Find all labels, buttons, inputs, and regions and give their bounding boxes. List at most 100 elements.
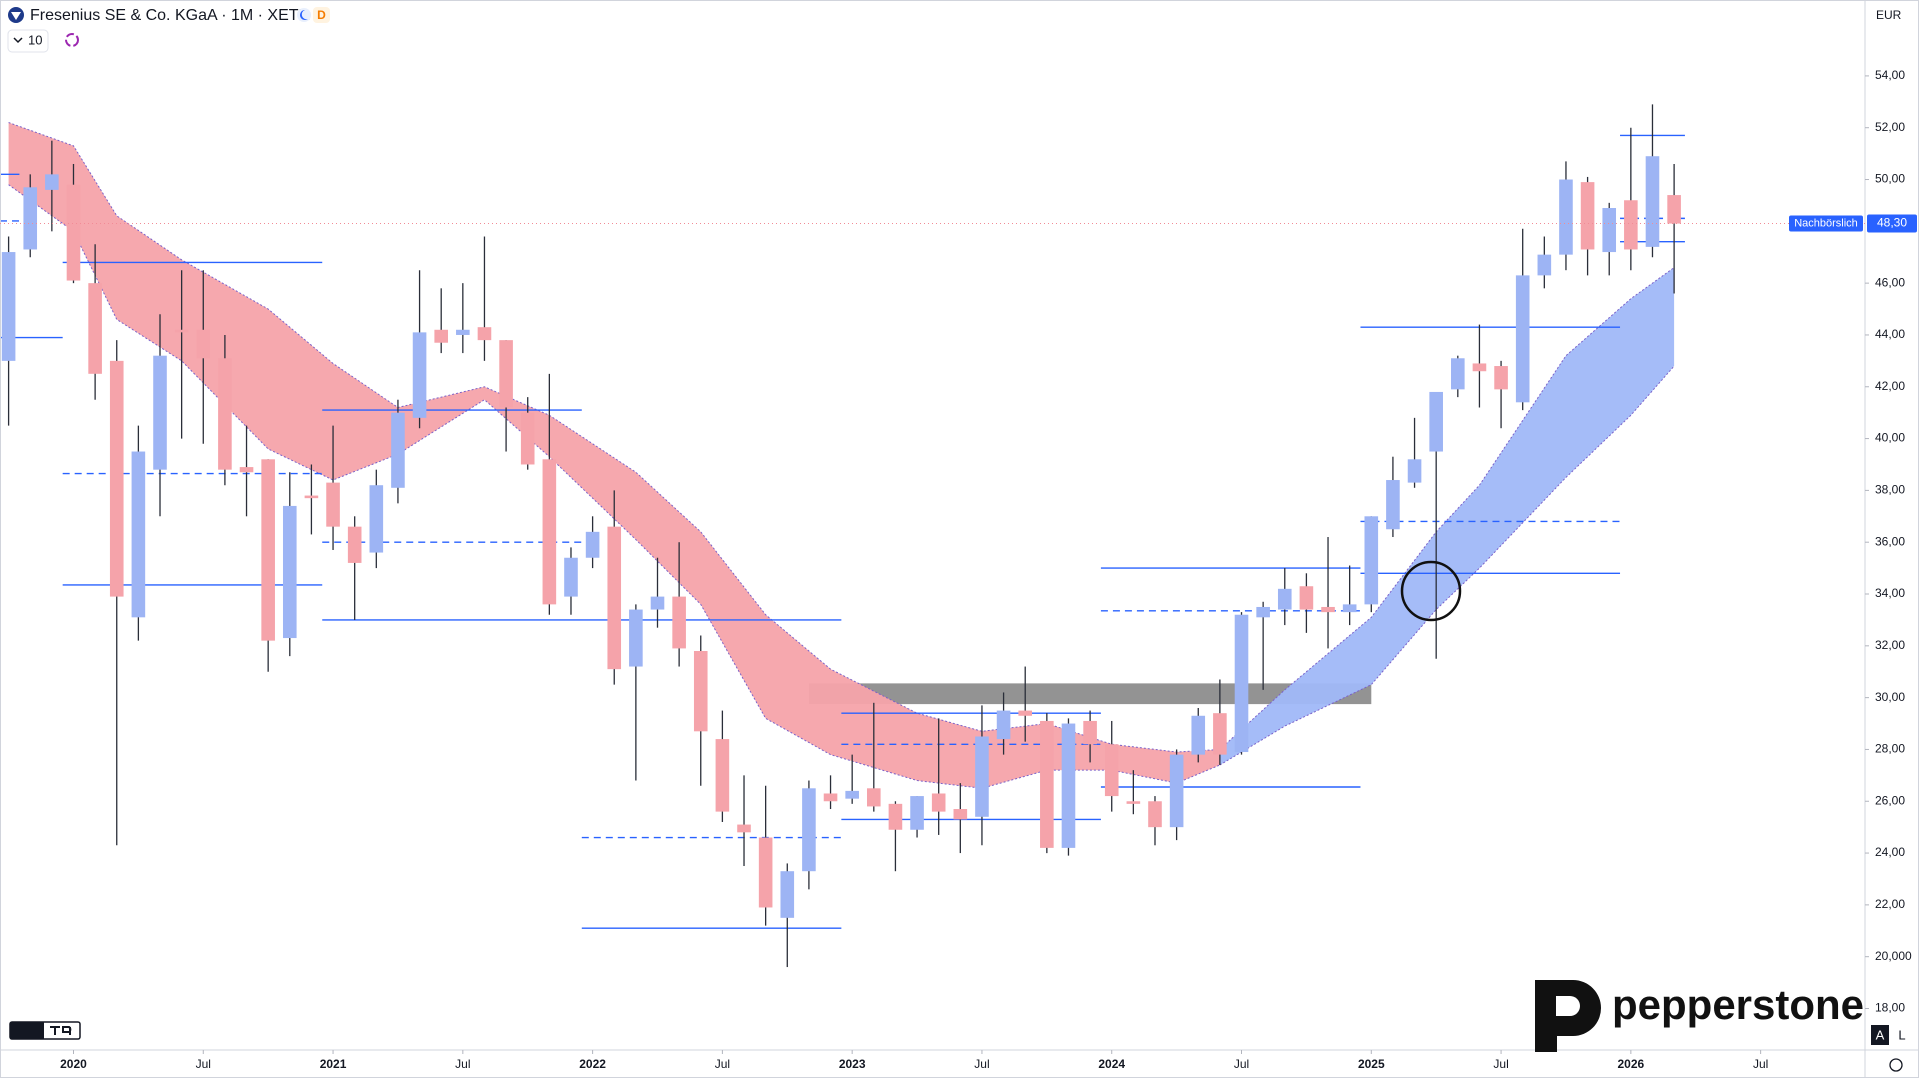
candle-body	[1407, 459, 1422, 483]
symbol-icon-glyph	[11, 12, 21, 20]
candle-body	[845, 790, 859, 799]
candle-body	[23, 187, 38, 250]
candle-body	[1256, 606, 1270, 618]
candle-body	[780, 871, 795, 918]
candle-body	[218, 358, 232, 470]
y-tick-label: 36,00	[1875, 534, 1905, 548]
candle-body	[239, 467, 254, 473]
y-tick-label: 18,00	[1875, 1001, 1905, 1015]
y-tick-label: 54,00	[1875, 68, 1905, 82]
candle-body	[867, 788, 881, 807]
candle-body	[88, 283, 102, 374]
candle-body	[456, 329, 470, 335]
x-tick-label: Jul	[974, 1057, 989, 1071]
candle-body	[1148, 801, 1162, 828]
candle-body	[391, 412, 405, 488]
highlight-circle	[1400, 560, 1462, 622]
chevron	[13, 37, 23, 44]
candle-body	[261, 459, 275, 641]
y-tick-label: 42,00	[1875, 379, 1905, 393]
candle-body	[1040, 720, 1054, 848]
candle-body	[910, 796, 924, 830]
candle-body	[1494, 366, 1508, 390]
candle-body	[1126, 801, 1141, 804]
candle-body	[737, 824, 751, 833]
x-tick-label: 2023	[839, 1057, 866, 1071]
candle-body	[715, 739, 730, 812]
auto-scale-button[interactable]	[1871, 1025, 1889, 1045]
y-tick-label: 38,00	[1875, 483, 1905, 497]
currency: EUR	[1876, 8, 1902, 22]
candle-body	[564, 557, 578, 597]
candle-body	[1624, 200, 1638, 250]
candle-body	[1515, 275, 1530, 403]
brand-mark-hole	[1556, 996, 1580, 1016]
candle-body	[477, 327, 492, 341]
log-scale-label[interactable]: L	[1898, 1027, 1905, 1042]
candle-body	[931, 793, 946, 812]
y-tick-label: 30,00	[1875, 690, 1905, 704]
x-tick-label: 2024	[1098, 1057, 1125, 1071]
candle-body	[1234, 614, 1249, 753]
candle-body	[1213, 713, 1227, 755]
candle-body	[1386, 480, 1400, 530]
loading-icon	[65, 33, 79, 47]
session-icon	[297, 8, 311, 22]
x-tick-label: Jul	[1234, 1057, 1249, 1071]
candle-body	[326, 482, 340, 527]
badge	[313, 7, 330, 23]
candle-body	[693, 651, 708, 732]
cloud-upper	[8, 122, 1220, 753]
candle-body	[607, 526, 622, 670]
candle-body	[1451, 358, 1465, 390]
candle-body	[520, 412, 535, 465]
candle-body	[996, 710, 1011, 740]
tv-logo-pro	[50, 1026, 72, 1035]
y-tick-label: 20,000	[1875, 949, 1912, 963]
candle-body	[1277, 588, 1292, 610]
x-tick-label: Jul	[715, 1057, 730, 1071]
candle-body	[1, 252, 16, 361]
x-tick-label: Jul	[1493, 1057, 1508, 1071]
cloud-lower	[1219, 365, 1675, 766]
candle-body	[672, 596, 686, 649]
candle-body	[1018, 710, 1033, 716]
y-tick-label: 32,00	[1875, 638, 1905, 652]
moon-icon	[300, 10, 308, 20]
interval-badge: D	[317, 8, 326, 22]
candle-body	[153, 355, 167, 470]
settings-icon[interactable]	[1889, 1058, 1903, 1072]
x-tick-label: Jul	[1753, 1057, 1768, 1071]
y-tick-label: 22,00	[1875, 897, 1905, 911]
y-tick-label: 26,00	[1875, 793, 1905, 807]
candle-body	[1169, 754, 1184, 828]
candle-body	[585, 531, 600, 558]
candle-body	[304, 495, 319, 499]
candle-body	[1645, 156, 1660, 247]
x-tick-label: Jul	[455, 1057, 470, 1071]
candle-body	[174, 329, 189, 333]
indicator-toggle[interactable]	[7, 29, 49, 53]
brand-name: pepperstone	[1612, 981, 1864, 1028]
price-zone	[808, 683, 1372, 705]
candle-body	[412, 332, 427, 418]
candle-body	[629, 609, 643, 667]
candle-body	[1580, 182, 1595, 250]
session-box	[1789, 215, 1863, 232]
y-tick-label: 34,00	[1875, 586, 1905, 600]
candle-body	[434, 329, 448, 343]
indicator-count: 10	[28, 32, 42, 47]
y-tick-label: 46,00	[1875, 275, 1905, 289]
y-tick-label: 28,00	[1875, 742, 1905, 756]
y-tick-label: 50,00	[1875, 172, 1905, 186]
candle-body	[975, 736, 989, 817]
candle-body	[109, 360, 124, 597]
tv-logo	[9, 1021, 81, 1040]
candle-body	[1472, 363, 1487, 372]
candle-body	[282, 505, 297, 639]
candle-body	[953, 809, 968, 820]
candle-body	[1061, 723, 1076, 848]
y-tick-label: 52,00	[1875, 120, 1905, 134]
candle-body	[542, 459, 557, 605]
